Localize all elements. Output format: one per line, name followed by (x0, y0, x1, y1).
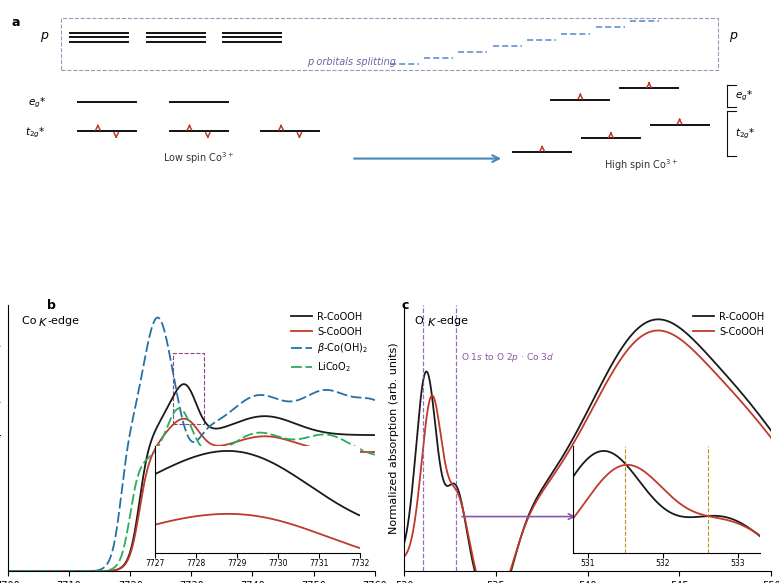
$\beta$-Co(OH)$_2$ (302, 393, 312, 400)
R-CoOOH (179, 381, 189, 388)
LiCoO$_2$ (372, 451, 381, 458)
Line: LiCoO$_2$: LiCoO$_2$ (8, 409, 387, 571)
R-CoOOH (418, 378, 428, 385)
$\beta$-Co(OH)$_2$ (3, 568, 12, 575)
R-CoOOH (188, 391, 197, 398)
S-CoOOH (372, 448, 381, 455)
Text: b: b (47, 299, 55, 312)
Text: High spin Co$^{3+}$: High spin Co$^{3+}$ (605, 157, 679, 173)
Legend: R-CoOOH, S-CoOOH: R-CoOOH, S-CoOOH (689, 308, 768, 340)
S-CoOOH (569, 440, 578, 447)
S-CoOOH (372, 448, 381, 455)
R-CoOOH (3, 568, 12, 575)
R-CoOOH (654, 316, 663, 323)
Bar (173, 353, 203, 424)
Text: $e_g$*: $e_g$* (735, 89, 753, 103)
S-CoOOH (767, 434, 776, 441)
Text: c: c (401, 299, 408, 312)
LiCoO$_2$ (188, 426, 197, 433)
LiCoO$_2$ (178, 406, 187, 413)
Text: $K$: $K$ (428, 315, 437, 328)
S-CoOOH (578, 423, 587, 430)
R-CoOOH (372, 431, 381, 438)
S-CoOOH (418, 446, 428, 453)
S-CoOOH (756, 422, 766, 429)
S-CoOOH (23, 568, 32, 575)
LiCoO$_2$ (372, 452, 381, 459)
LiCoO$_2$ (382, 454, 392, 461)
S-CoOOH (689, 347, 698, 354)
Line: R-CoOOH: R-CoOOH (8, 384, 387, 571)
Text: $t_{2g}$*: $t_{2g}$* (735, 127, 755, 141)
R-CoOOH (756, 413, 766, 420)
R-CoOOH (178, 381, 187, 388)
R-CoOOH (756, 413, 766, 420)
Text: p orbitals splitting: p orbitals splitting (307, 57, 396, 67)
Y-axis label: Normalized absorption (arb. units): Normalized absorption (arb. units) (389, 342, 399, 534)
R-CoOOH (569, 435, 578, 442)
S-CoOOH (654, 327, 663, 334)
S-CoOOH (178, 415, 187, 422)
Text: a: a (12, 16, 20, 29)
$\beta$-Co(OH)$_2$ (372, 397, 381, 404)
R-CoOOH (400, 540, 409, 547)
Line: S-CoOOH: S-CoOOH (404, 331, 771, 583)
Text: $p$: $p$ (41, 30, 50, 44)
R-CoOOH (689, 336, 698, 343)
R-CoOOH (372, 431, 381, 438)
S-CoOOH (3, 568, 12, 575)
Text: Co: Co (23, 315, 41, 325)
Text: O 1$s$ to O 2$p$ · Co 3$d$: O 1$s$ to O 2$p$ · Co 3$d$ (461, 351, 555, 364)
Text: Low spin Co$^{3+}$: Low spin Co$^{3+}$ (163, 150, 234, 167)
S-CoOOH (188, 420, 197, 427)
LiCoO$_2$ (302, 434, 312, 441)
Text: $p$: $p$ (729, 30, 738, 44)
Text: -edge: -edge (436, 315, 468, 325)
S-CoOOH (756, 422, 766, 429)
$\beta$-Co(OH)$_2$ (153, 314, 162, 321)
Y-axis label: Normalized absorption (arb. units): Normalized absorption (arb. units) (0, 342, 2, 534)
Text: $K$: $K$ (38, 315, 48, 328)
Line: S-CoOOH: S-CoOOH (8, 419, 387, 571)
$\beta$-Co(OH)$_2$ (188, 438, 197, 445)
S-CoOOH (302, 442, 312, 449)
S-CoOOH (382, 448, 392, 455)
R-CoOOH (23, 568, 32, 575)
Line: R-CoOOH: R-CoOOH (404, 319, 771, 583)
R-CoOOH (767, 427, 776, 434)
$\beta$-Co(OH)$_2$ (372, 397, 381, 404)
R-CoOOH (382, 431, 392, 438)
Text: O: O (415, 315, 428, 325)
LiCoO$_2$ (174, 405, 184, 412)
Legend: R-CoOOH, S-CoOOH, $\beta$-Co(OH)$_2$, LiCoO$_2$: R-CoOOH, S-CoOOH, $\beta$-Co(OH)$_2$, Li… (287, 308, 372, 378)
R-CoOOH (302, 424, 312, 431)
$\beta$-Co(OH)$_2$ (178, 415, 187, 422)
LiCoO$_2$ (23, 568, 32, 575)
Text: -edge: -edge (47, 315, 79, 325)
Bar (62, 18, 717, 70)
Line: $\beta$-Co(OH)$_2$: $\beta$-Co(OH)$_2$ (8, 318, 387, 571)
LiCoO$_2$ (3, 568, 12, 575)
Text: $t_{2g}$*: $t_{2g}$* (26, 125, 46, 140)
$\beta$-Co(OH)$_2$ (382, 405, 392, 412)
Text: $e_g$*: $e_g$* (28, 96, 46, 110)
R-CoOOH (578, 417, 587, 424)
S-CoOOH (400, 553, 409, 560)
S-CoOOH (179, 415, 189, 422)
$\beta$-Co(OH)$_2$ (23, 568, 32, 575)
